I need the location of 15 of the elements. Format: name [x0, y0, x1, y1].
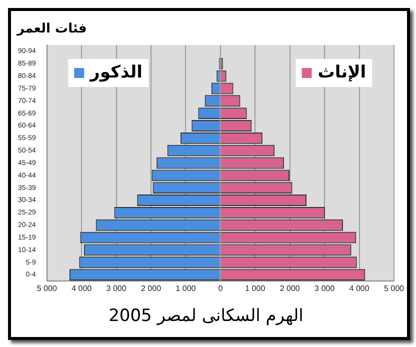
x-tick-label: 2 000 — [280, 284, 300, 294]
legend-label: الإناث — [318, 62, 366, 82]
x-tick-label: 2 000 — [141, 284, 162, 294]
x-tick-label: 4 000 — [349, 284, 370, 294]
text: الهرم السكانى لمصر 2005 — [108, 306, 304, 326]
x-tick-label: 1 000 — [176, 284, 196, 294]
x-tick-label: 0 — [218, 284, 224, 294]
x-tick-label: 5 000 — [36, 284, 58, 294]
legend-label: الذكور — [89, 62, 143, 82]
x-tick-label: 3 000 — [106, 284, 127, 294]
x-tick-label: 3 000 — [314, 284, 336, 294]
y-axis-title: فئات العمر — [16, 21, 87, 36]
x-tick-label: 5 000 — [384, 284, 405, 294]
x-tick-label: 4 000 — [72, 284, 92, 294]
x-tick-label: 1 000 — [245, 284, 266, 294]
